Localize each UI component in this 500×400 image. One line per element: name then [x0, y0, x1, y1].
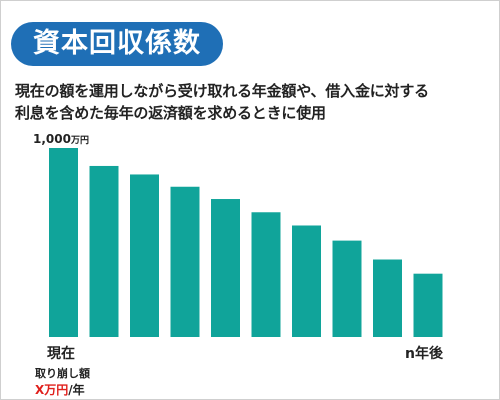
- description-line-1: 現在の額を運用しながら受け取れる年金額や、借入金に対する: [15, 82, 429, 100]
- y-max-number: 1,000: [33, 132, 71, 146]
- page-title: 資本回収係数: [33, 28, 201, 59]
- y-max-label: 1,000万円: [33, 132, 89, 146]
- bar-5: [211, 199, 240, 337]
- bar-8: [332, 240, 362, 337]
- bar-9: [373, 259, 402, 337]
- bar-2: [89, 165, 119, 337]
- bar-10: [413, 273, 443, 337]
- withdrawal-label: 取り崩し額: [35, 367, 90, 380]
- x-label-last: n年後: [405, 346, 443, 362]
- description-line-2: 利息を含めた毎年の返済額を求めるときに使用: [15, 104, 326, 122]
- x-label-first: 現在: [47, 346, 75, 362]
- bar-3: [130, 174, 159, 337]
- withdrawal-value: X万円/年: [35, 381, 85, 398]
- bar-6: [251, 212, 281, 337]
- withdrawal-per: /年: [68, 383, 85, 397]
- bar-1: [49, 148, 78, 337]
- bar-7: [292, 225, 321, 337]
- title-pill: 資本回収係数: [11, 22, 223, 66]
- withdrawal-amount: X万円: [35, 383, 69, 397]
- y-max-unit: 万円: [70, 136, 89, 146]
- bar-4: [170, 186, 200, 337]
